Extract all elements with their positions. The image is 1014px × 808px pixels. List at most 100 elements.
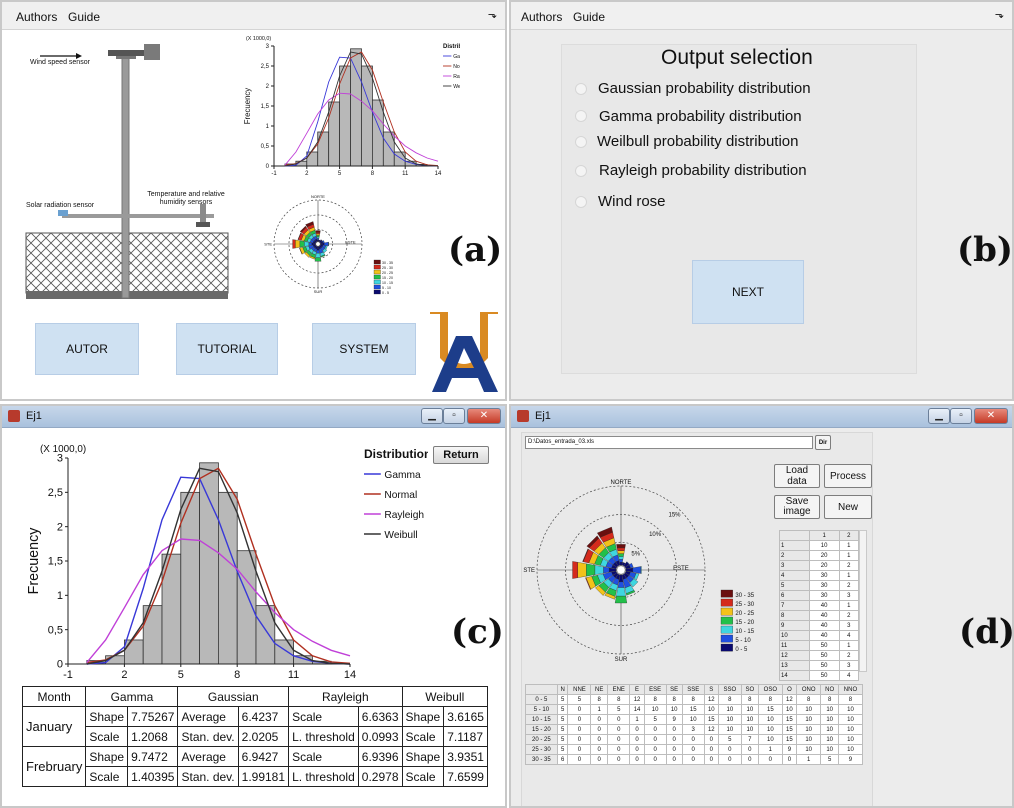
file-path-input[interactable]: D:\Datos_entrada_03.xls [525, 436, 813, 449]
radio-gaussian[interactable] [575, 83, 587, 95]
table-cell[interactable]: 1 [838, 640, 859, 651]
table-cell[interactable]: 20 [808, 550, 840, 561]
table-cell[interactable]: 0 [665, 754, 683, 765]
autor-button[interactable]: AUTOR [35, 323, 139, 375]
table-cell[interactable]: 30 [808, 570, 840, 581]
table-cell[interactable]: 10 [820, 734, 839, 745]
table-row[interactable]: 10 40 4 [779, 630, 859, 641]
option-weibull[interactable]: Weilbull probability distribution [597, 133, 799, 150]
table-cell[interactable]: 7 [740, 734, 759, 745]
table-cell[interactable]: 10 [781, 704, 797, 715]
load-data-button[interactable]: Load data [774, 464, 820, 488]
table-cell[interactable]: 15 - 20 [525, 724, 558, 735]
table-cell[interactable]: 10 [837, 714, 864, 725]
table-cell[interactable]: 12 [779, 650, 810, 661]
table-row[interactable]: 4 30 1 [779, 570, 859, 581]
close-icon[interactable]: ✕ [974, 408, 1008, 424]
menu-guide[interactable]: Guide [68, 10, 101, 24]
table-cell[interactable]: 8 [795, 694, 822, 705]
table-cell[interactable]: 9 [665, 714, 683, 725]
table-row[interactable]: 3 20 2 [779, 560, 859, 571]
table-cell[interactable]: 12 [629, 694, 645, 705]
table-cell[interactable]: 50 [808, 670, 840, 681]
table-row[interactable]: 6 30 3 [779, 590, 859, 601]
table-cell[interactable]: 6 [779, 590, 810, 601]
table-cell[interactable]: 1 [757, 744, 783, 755]
table-cell[interactable]: 0 [717, 754, 742, 765]
table-row[interactable]: 15 - 20 5 0 0 0 0 0 0 3 12 10 10 10 15 10 10 10 [525, 724, 864, 735]
table-row[interactable]: 10 - 15 5 0 0 0 1 5 9 10 15 10 10 10 15 10 10 10 [525, 714, 864, 725]
table-cell[interactable]: 0 [567, 714, 592, 725]
table-cell[interactable]: 10 [820, 704, 839, 715]
option-gaussian[interactable]: Gaussian probability distribution [598, 80, 811, 97]
table-cell[interactable]: 0 [643, 754, 667, 765]
table-cell[interactable]: 5 [556, 694, 569, 705]
table-cell[interactable]: 40 [808, 600, 840, 611]
table-cell[interactable]: 5 [643, 714, 667, 725]
close-icon[interactable]: ✕ [467, 408, 501, 424]
table-row[interactable]: 9 40 3 [779, 620, 859, 631]
table-cell[interactable]: 0 [757, 754, 783, 765]
table-cell[interactable]: 3 [681, 724, 705, 735]
table-cell[interactable]: 5 [556, 744, 569, 755]
table-cell[interactable]: 40 [808, 620, 840, 631]
save-image-button[interactable]: Save image [774, 495, 820, 519]
table-cell[interactable]: 7 [779, 600, 810, 611]
table-cell[interactable]: 9 [781, 744, 797, 755]
table-cell[interactable]: 12 [781, 694, 797, 705]
option-gamma[interactable]: Gamma probability distribution [599, 108, 802, 125]
table-cell[interactable]: 0 [629, 754, 645, 765]
table-cell[interactable]: 5 [556, 714, 569, 725]
table-cell[interactable]: 4 [779, 570, 810, 581]
table-cell[interactable]: 8 [607, 694, 631, 705]
table-cell[interactable]: 0 [703, 754, 719, 765]
table-cell[interactable]: 8 [757, 694, 783, 705]
table-cell[interactable]: 8 [643, 694, 667, 705]
radio-weibull[interactable] [575, 136, 587, 148]
table-cell[interactable]: 10 [820, 744, 839, 755]
table-cell[interactable]: 2 [838, 580, 859, 591]
table-cell[interactable]: 10 [837, 734, 864, 745]
input-data-table[interactable]: 1 2 1 10 1 2 20 1 3 20 2 4 30 1 5 30 2 6 30 3 7 40 1 8 40 2 9 40 3 10… [779, 530, 859, 681]
table-cell[interactable]: 5 [820, 754, 839, 765]
table-cell[interactable]: 1 [838, 540, 859, 551]
process-button[interactable]: Process [824, 464, 872, 488]
table-cell[interactable]: 10 [808, 540, 840, 551]
table-row[interactable]: 5 30 2 [779, 580, 859, 591]
table-cell[interactable]: 0 [590, 724, 609, 735]
table-cell[interactable]: 0 [665, 724, 683, 735]
table-row[interactable]: 1 10 1 [779, 540, 859, 551]
table-cell[interactable]: 15 [757, 704, 783, 715]
table-cell[interactable]: 0 [607, 754, 631, 765]
table-cell[interactable]: 0 - 5 [525, 694, 558, 705]
table-cell[interactable]: 30 - 35 [525, 754, 558, 765]
table-cell[interactable]: 0 [740, 744, 759, 755]
table-cell[interactable]: 8 [820, 694, 839, 705]
table-cell[interactable]: 3 [838, 620, 859, 631]
table-cell[interactable]: 8 [681, 694, 705, 705]
next-button[interactable]: NEXT [692, 260, 804, 324]
radio-wind-rose[interactable] [575, 196, 587, 208]
table-cell[interactable]: 2 [838, 650, 859, 661]
table-cell[interactable]: 15 [781, 724, 797, 735]
table-cell[interactable]: 0 [567, 744, 592, 755]
table-cell[interactable]: 4 [838, 670, 859, 681]
table-cell[interactable]: 10 [795, 744, 822, 755]
table-cell[interactable]: 8 [665, 694, 683, 705]
table-cell[interactable]: 10 [740, 724, 759, 735]
table-cell[interactable]: 10 [740, 714, 759, 725]
table-cell[interactable]: 0 [590, 714, 609, 725]
table-cell[interactable]: 0 [590, 734, 609, 745]
table-cell[interactable]: 10 [795, 724, 822, 735]
return-button[interactable]: Return [433, 446, 489, 464]
table-cell[interactable]: 5 [779, 580, 810, 591]
table-cell[interactable]: 8 [590, 694, 609, 705]
table-cell[interactable]: 3 [779, 560, 810, 571]
table-cell[interactable]: 5 [567, 694, 592, 705]
table-cell[interactable]: 10 [665, 704, 683, 715]
table-cell[interactable]: 11 [779, 640, 810, 651]
table-cell[interactable]: 12 [703, 724, 719, 735]
table-cell[interactable]: 1 [629, 714, 645, 725]
table-scrollbar[interactable] [859, 530, 867, 672]
table-cell[interactable]: 50 [808, 660, 840, 671]
